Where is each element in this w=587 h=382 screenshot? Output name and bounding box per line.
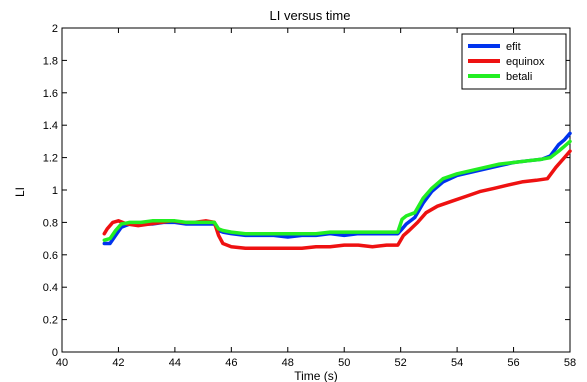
y-tick-label: 0.2	[43, 315, 58, 327]
y-tick-label: 2	[52, 23, 58, 35]
legend-label-efit: efit	[506, 41, 521, 53]
y-tick-label: 0.6	[43, 250, 58, 262]
y-tick-label: 1	[52, 185, 58, 197]
y-tick-label: 0.4	[43, 282, 58, 294]
x-tick-label: 50	[338, 357, 350, 369]
tick-labels: 40 42 44 46 48 50 52 54 56 58 0 0.2 0.4 0.6 0.8 1 1.2 1.4…	[43, 23, 576, 369]
y-tick-label: 1.8	[43, 55, 58, 67]
x-tick-label: 40	[56, 357, 68, 369]
x-tick-label: 56	[507, 357, 519, 369]
legend-label-equinox: equinox	[506, 56, 545, 68]
series-line-betali	[102, 139, 572, 242]
y-axis-label: LI	[13, 187, 27, 197]
y-tick-label: 1.2	[43, 153, 58, 165]
x-tick-label: 46	[225, 357, 237, 369]
x-tick-label: 58	[564, 357, 576, 369]
legend-label-betali: betali	[506, 71, 532, 83]
y-tick-label: 0.8	[43, 217, 58, 229]
x-tick-label: 52	[395, 357, 407, 369]
legend: efit equinox betali	[461, 33, 567, 90]
x-tick-label: 54	[451, 357, 463, 369]
series-lines	[102, 131, 572, 251]
axis-ticks	[61, 27, 571, 353]
y-tick-label: 0	[52, 347, 58, 359]
x-axis-label: Time (s)	[294, 369, 338, 382]
chart-title: LI versus time	[270, 8, 351, 23]
x-tick-label: 44	[169, 357, 181, 369]
x-tick-label: 48	[282, 357, 294, 369]
y-tick-label: 1.4	[43, 120, 58, 132]
y-tick-label: 1.6	[43, 88, 58, 100]
x-tick-label: 42	[112, 357, 124, 369]
